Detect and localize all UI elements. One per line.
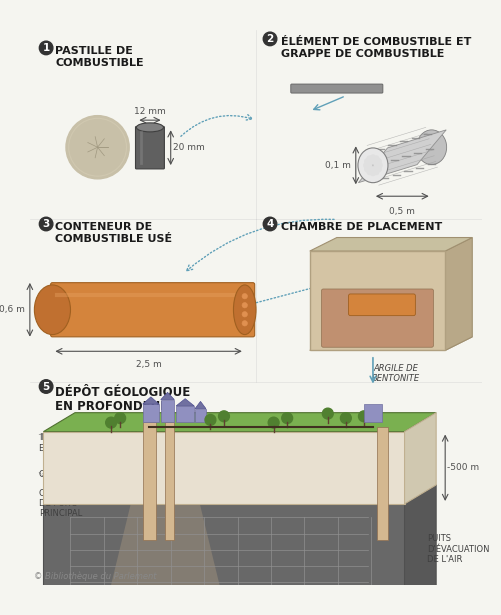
Bar [176, 406, 194, 422]
Polygon shape [310, 237, 472, 251]
Polygon shape [44, 504, 404, 615]
Polygon shape [161, 392, 174, 400]
Polygon shape [404, 413, 436, 504]
FancyBboxPatch shape [51, 283, 255, 337]
Circle shape [367, 162, 372, 168]
Polygon shape [143, 397, 159, 404]
Bar [165, 422, 174, 540]
Text: 2: 2 [267, 34, 274, 44]
Circle shape [268, 417, 279, 428]
Circle shape [369, 159, 374, 165]
Text: PASTILLE DE
COMBUSTIBLE: PASTILLE DE COMBUSTIBLE [55, 46, 144, 68]
Circle shape [364, 159, 370, 164]
Circle shape [370, 162, 376, 168]
Circle shape [377, 162, 383, 168]
Circle shape [364, 167, 370, 172]
Circle shape [242, 293, 247, 299]
Text: 0,1 m: 0,1 m [325, 161, 351, 170]
Ellipse shape [358, 148, 388, 183]
Bar [195, 408, 206, 422]
Circle shape [263, 32, 277, 46]
Text: PUITS
D'ÉVACUATION
DE L'AIR: PUITS D'ÉVACUATION DE L'AIR [427, 534, 489, 564]
Circle shape [369, 166, 374, 172]
Text: -500 m: -500 m [447, 463, 479, 472]
Text: 5: 5 [43, 381, 50, 392]
Polygon shape [404, 485, 436, 615]
Bar [143, 404, 159, 422]
FancyBboxPatch shape [291, 84, 383, 93]
Polygon shape [310, 251, 445, 351]
Text: DÉPÔT GÉOLOGIQUE
EN PROFONDEUR: DÉPÔT GÉOLOGIQUE EN PROFONDEUR [55, 385, 190, 413]
Text: COMPLEXE
DE PUITS
PRINCIPAL: COMPLEXE DE PUITS PRINCIPAL [39, 488, 85, 518]
Bar [364, 404, 382, 422]
Circle shape [66, 116, 129, 179]
Bar [143, 422, 156, 540]
Ellipse shape [233, 285, 256, 335]
Circle shape [341, 413, 351, 424]
FancyBboxPatch shape [349, 294, 415, 315]
Text: 2,5 m: 2,5 m [136, 360, 161, 370]
Polygon shape [176, 399, 194, 406]
Circle shape [322, 408, 333, 419]
Ellipse shape [35, 285, 71, 335]
Polygon shape [107, 436, 224, 603]
Text: 3: 3 [43, 219, 50, 229]
Polygon shape [44, 485, 436, 504]
Circle shape [218, 411, 229, 422]
Circle shape [263, 217, 277, 231]
Circle shape [106, 417, 117, 428]
Text: INSTALLATIONS
EN SURFACE: INSTALLATIONS EN SURFACE [39, 434, 104, 453]
Circle shape [374, 156, 379, 161]
Circle shape [242, 320, 247, 326]
Text: 1: 1 [43, 43, 50, 53]
FancyBboxPatch shape [135, 127, 164, 169]
Polygon shape [310, 337, 472, 351]
Bar [377, 427, 388, 540]
Text: CONTENEUR DE
COMBUSTIBLE USÉ: CONTENEUR DE COMBUSTIBLE USÉ [55, 222, 172, 244]
Circle shape [363, 162, 369, 168]
Polygon shape [44, 413, 436, 432]
Circle shape [372, 166, 377, 172]
Text: 20 mm: 20 mm [173, 143, 205, 152]
Text: 0,5 m: 0,5 m [389, 207, 415, 216]
Circle shape [370, 154, 376, 160]
Circle shape [242, 303, 247, 308]
Circle shape [40, 379, 53, 393]
FancyBboxPatch shape [322, 289, 433, 347]
Circle shape [367, 156, 372, 161]
Bar [161, 400, 174, 422]
Polygon shape [195, 402, 206, 408]
Circle shape [359, 411, 369, 422]
Text: 4: 4 [267, 219, 274, 229]
Ellipse shape [417, 130, 447, 165]
Circle shape [282, 413, 293, 424]
Circle shape [205, 415, 216, 426]
Circle shape [40, 217, 53, 231]
Circle shape [40, 41, 53, 55]
Text: CHAMBRE DE PLACEMENT: CHAMBRE DE PLACEMENT [281, 222, 442, 232]
Text: 12 mm: 12 mm [134, 106, 166, 116]
Circle shape [372, 159, 377, 165]
Text: © Bibliothèque du Parlement: © Bibliothèque du Parlement [35, 571, 157, 581]
Text: 0,6 m: 0,6 m [0, 305, 26, 314]
Polygon shape [445, 237, 472, 351]
Text: ÉLÉMENT DE COMBUSTIBLE ET
GRAPPE DE COMBUSTIBLE: ÉLÉMENT DE COMBUSTIBLE ET GRAPPE DE COMB… [281, 37, 471, 58]
Text: ARGILE DE
BENTONITE: ARGILE DE BENTONITE [371, 364, 419, 383]
Circle shape [370, 170, 376, 176]
Circle shape [374, 162, 379, 168]
Circle shape [115, 413, 126, 424]
Circle shape [374, 170, 379, 175]
Circle shape [376, 159, 382, 164]
Circle shape [367, 170, 372, 175]
Circle shape [376, 167, 382, 172]
Circle shape [242, 312, 247, 317]
Text: GÉOSPHÈRE: GÉOSPHÈRE [39, 470, 90, 480]
Polygon shape [44, 432, 404, 504]
Polygon shape [358, 130, 446, 183]
Ellipse shape [136, 123, 163, 132]
